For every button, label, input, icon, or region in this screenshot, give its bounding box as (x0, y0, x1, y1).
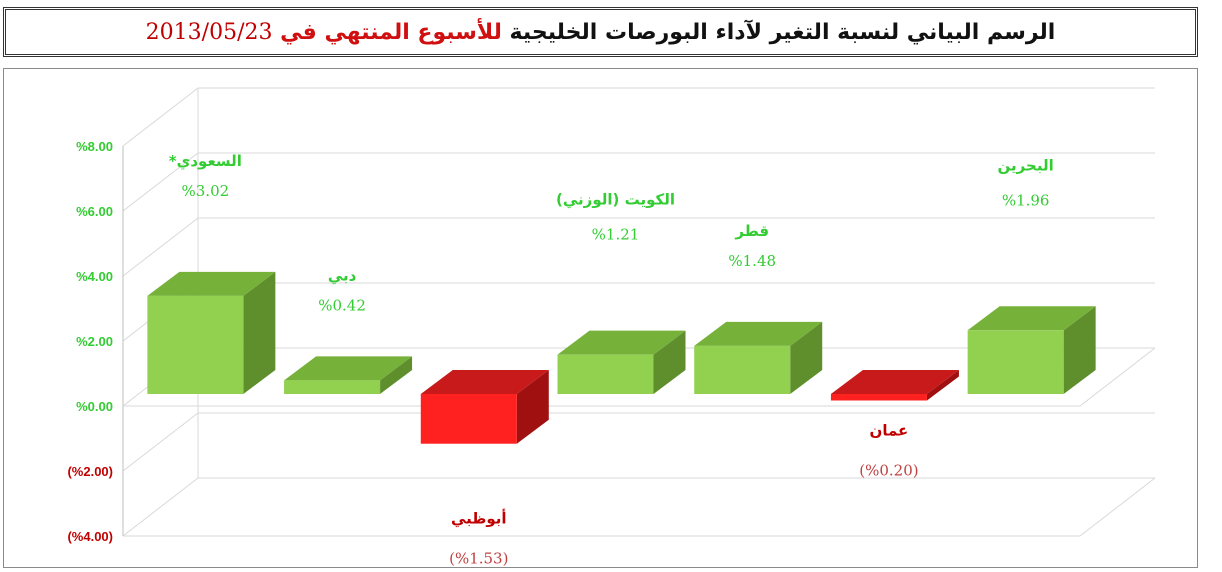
zero-plane-right (1079, 347, 1156, 407)
category-label: دبي (328, 266, 357, 284)
data-label: %1.48 (728, 252, 776, 270)
data-label: %3.02 (182, 182, 230, 200)
bar-top (147, 271, 276, 296)
data-label: (%0.20) (859, 462, 918, 480)
chart-title-box: الرسم البياني لنسبة التغير لآداء البورصا… (3, 7, 1198, 57)
y-tick-label: %2.00 (76, 334, 113, 349)
bar-top (967, 306, 1096, 331)
bar (967, 330, 1064, 394)
bar-side (790, 321, 823, 394)
category-label: قطر (734, 222, 769, 240)
title-week-text: للأسبوع المنتهي في (280, 19, 502, 45)
bar (147, 295, 244, 394)
bar (694, 345, 791, 394)
category-label: السعودي* (169, 152, 242, 171)
data-label: (%1.53) (449, 550, 508, 568)
gridline-depth (122, 152, 199, 212)
chart-title: الرسم البياني لنسبة التغير لآداء البورصا… (146, 20, 1056, 45)
gridline-depth (122, 87, 199, 147)
data-label: %1.96 (1002, 191, 1050, 209)
bar-top (284, 356, 413, 381)
y-tick-label: %0.00 (76, 399, 113, 414)
bar-side (1063, 306, 1096, 394)
bar-side (380, 356, 413, 394)
gridline-depth (122, 412, 199, 472)
y-tick-label: (%4.00) (67, 529, 113, 544)
bar-side (243, 271, 276, 394)
y-tick-label: %8.00 (76, 139, 113, 154)
bar-side (926, 370, 959, 401)
bar-top (420, 370, 549, 394)
bar-top (694, 321, 823, 346)
bar (420, 394, 517, 444)
bar-top (830, 370, 959, 394)
bar (830, 394, 927, 401)
gridline-depth (122, 217, 199, 277)
title-main-text: الرسم البياني لنسبة التغير لآداء البورصا… (509, 19, 1056, 45)
y-tick-label: %4.00 (76, 269, 113, 284)
bar-top (557, 330, 686, 355)
y-tick-label: (%2.00) (67, 464, 113, 479)
data-label: %1.21 (592, 226, 640, 244)
category-label: عمان (870, 422, 909, 440)
title-date: 2013/05/23 (145, 19, 273, 45)
bar-side (516, 370, 549, 444)
bar (557, 354, 654, 394)
bar-side (653, 330, 686, 394)
y-tick-label: %6.00 (76, 204, 113, 219)
gridline-depth (122, 477, 199, 537)
floor-right-edge (1079, 477, 1156, 537)
category-label: البحرين (998, 156, 1054, 174)
data-label: %0.42 (318, 296, 366, 314)
category-label: الكويت (الوزني) (556, 191, 675, 209)
chart-frame (3, 68, 1198, 568)
bar (284, 380, 381, 394)
category-label: أبوظبي (451, 509, 507, 528)
